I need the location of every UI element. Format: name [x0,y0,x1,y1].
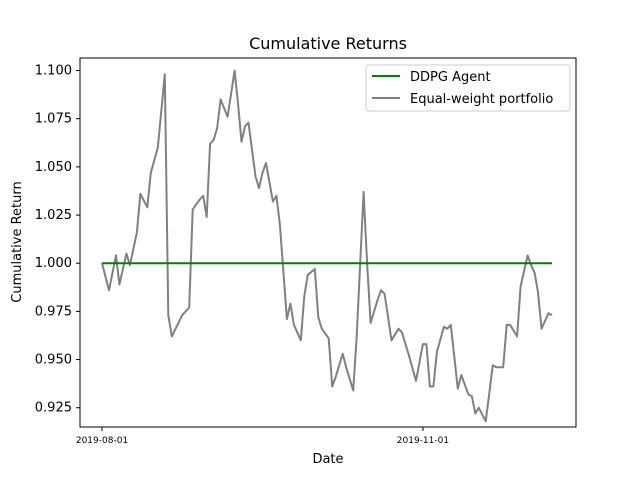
y-tick-label: 0.950 [35,353,72,368]
y-axis-ticks: 0.925 0.950 0.975 1.000 1.025 1.050 1.075 1.100 [35,64,80,416]
legend-label-equal-weight-portfolio: Equal-weight portfolio [410,92,553,107]
y-tick-label: 0.975 [35,304,72,319]
plot-area [80,58,576,427]
x-tick-label: 2019-11-01 [397,436,449,446]
series-line-equal-weight-portfolio [101,69,553,423]
legend-box [365,64,571,112]
legend: DDPG Agent Equal-weight portfolio [365,64,571,112]
y-tick-label: 1.000 [35,256,72,271]
plot-frame [79,57,577,428]
legend-label-ddpg-agent: DDPG Agent [410,70,491,85]
y-tick-label: 1.075 [35,112,72,127]
chart-title: Cumulative Returns [249,34,407,53]
y-axis-label: Cumulative Return [10,181,25,302]
series-layer [101,69,553,423]
y-tick-label: 1.050 [35,160,72,175]
y-tick-label: 1.100 [35,64,72,79]
y-tick-label: 0.925 [35,401,72,416]
x-axis-ticks: 2019-08-01 2019-11-01 [76,427,449,446]
x-axis-label: Date [312,452,343,467]
x-tick-label: 2019-08-01 [76,436,128,446]
y-tick-label: 1.025 [35,208,72,223]
